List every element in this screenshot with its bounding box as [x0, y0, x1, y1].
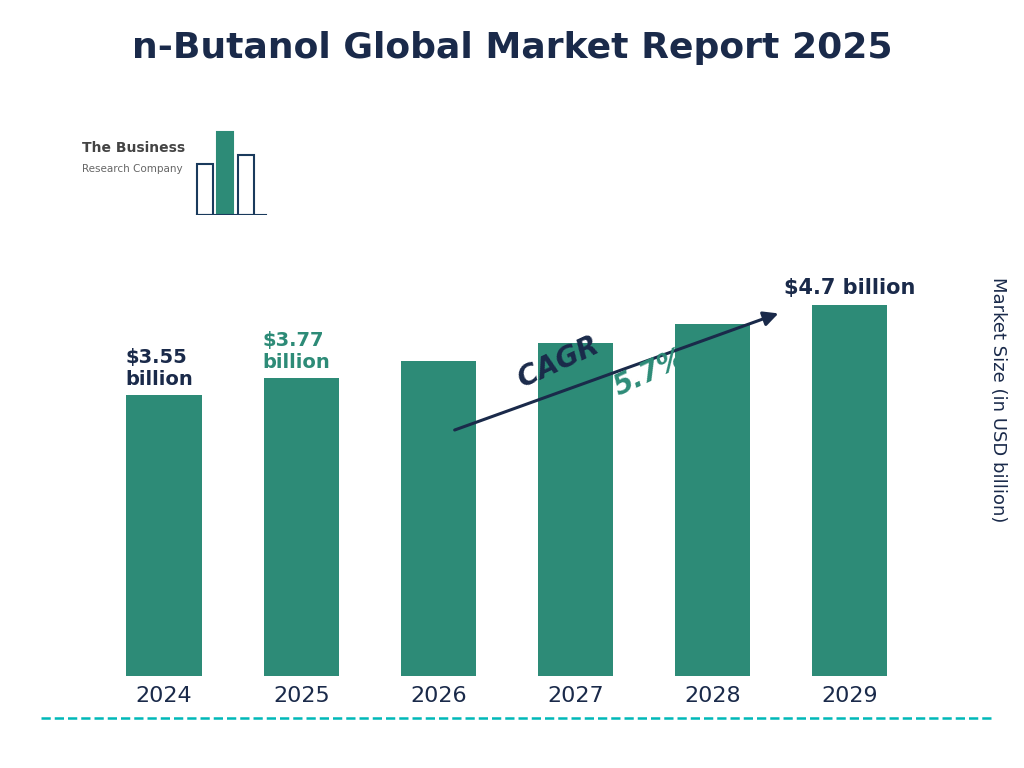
Text: The Business: The Business — [82, 141, 185, 155]
Bar — [217, 132, 233, 215]
Text: Market Size (in USD billion): Market Size (in USD billion) — [989, 276, 1008, 522]
Bar — [238, 155, 254, 215]
Bar — [538, 343, 613, 676]
Bar — [400, 361, 476, 676]
Bar — [197, 164, 213, 215]
Bar — [263, 378, 339, 676]
Text: Research Company: Research Company — [82, 164, 182, 174]
Text: CAGR: CAGR — [514, 328, 612, 393]
Text: $3.77
billion: $3.77 billion — [263, 331, 331, 372]
Text: $3.55
billion: $3.55 billion — [126, 348, 194, 389]
Bar — [812, 305, 887, 676]
Bar — [127, 396, 202, 676]
Text: 5.7%: 5.7% — [609, 343, 691, 402]
Text: $4.7 billion: $4.7 billion — [784, 278, 915, 298]
Text: n-Butanol Global Market Report 2025: n-Butanol Global Market Report 2025 — [132, 31, 892, 65]
Bar — [675, 324, 751, 676]
